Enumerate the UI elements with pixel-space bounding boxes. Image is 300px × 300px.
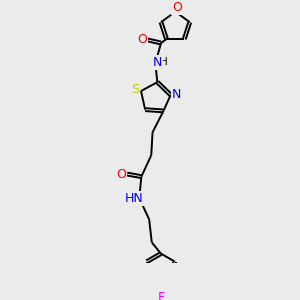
Text: N: N [153,56,162,69]
Text: O: O [116,167,126,181]
Text: HN: HN [125,192,144,205]
Text: S: S [131,83,139,96]
Text: F: F [157,291,164,300]
Text: H: H [160,57,167,67]
Text: O: O [172,1,182,13]
Text: O: O [137,33,147,46]
Text: N: N [172,88,181,101]
